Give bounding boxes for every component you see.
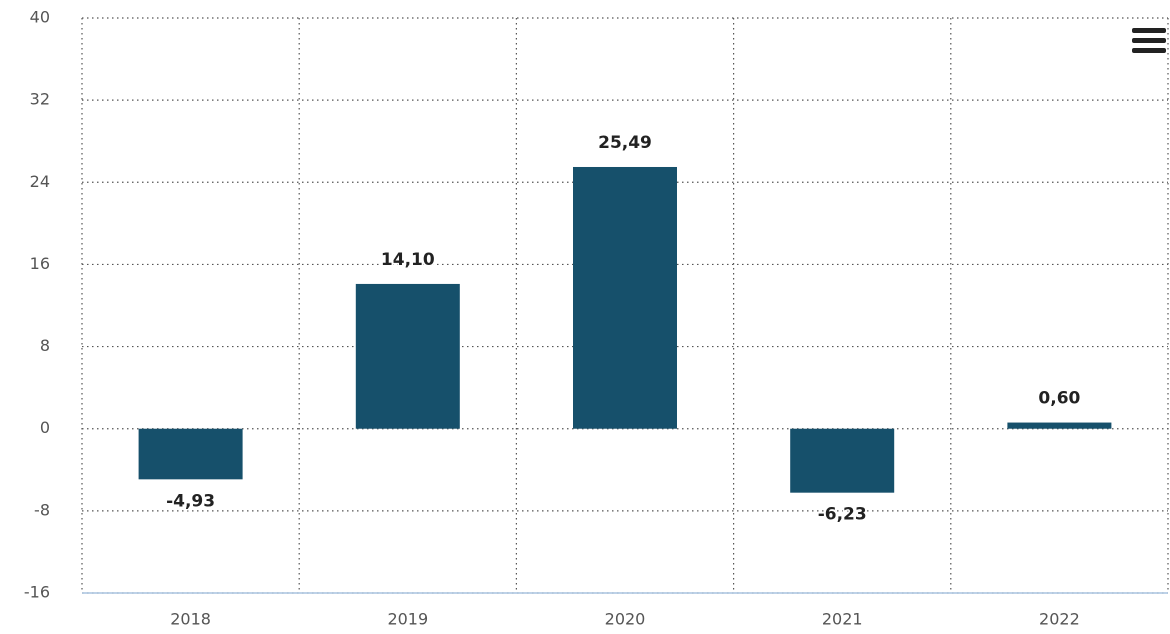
bar xyxy=(138,428,243,480)
y-tick-label: 32 xyxy=(30,90,50,109)
y-tick-label: -8 xyxy=(34,500,50,519)
data-label: 0,60 xyxy=(1038,389,1080,409)
bar xyxy=(573,166,677,429)
data-label: -4,93 xyxy=(166,491,215,511)
y-tick-label: -16 xyxy=(24,583,50,602)
bar xyxy=(790,428,895,493)
y-tick-label: 0 xyxy=(40,418,50,437)
menu-bar xyxy=(1132,48,1166,53)
bar xyxy=(1007,422,1112,429)
x-tick-label: 2018 xyxy=(170,610,211,629)
data-label: 14,10 xyxy=(381,250,435,270)
menu-bar xyxy=(1132,28,1166,33)
y-tick-label: 40 xyxy=(30,8,50,27)
y-tick-label: 16 xyxy=(30,254,50,273)
x-tick-label: 2019 xyxy=(387,610,428,629)
menu-button[interactable] xyxy=(1132,28,1166,53)
x-tick-label: 2020 xyxy=(605,610,646,629)
bar xyxy=(355,283,460,429)
x-tick-label: 2022 xyxy=(1039,610,1080,629)
y-tick-label: 8 xyxy=(40,336,50,355)
menu-bar xyxy=(1132,38,1166,43)
data-label: -6,23 xyxy=(818,505,867,525)
data-label: 25,49 xyxy=(598,133,652,153)
y-tick-label: 24 xyxy=(30,172,50,191)
x-tick-label: 2021 xyxy=(822,610,863,629)
